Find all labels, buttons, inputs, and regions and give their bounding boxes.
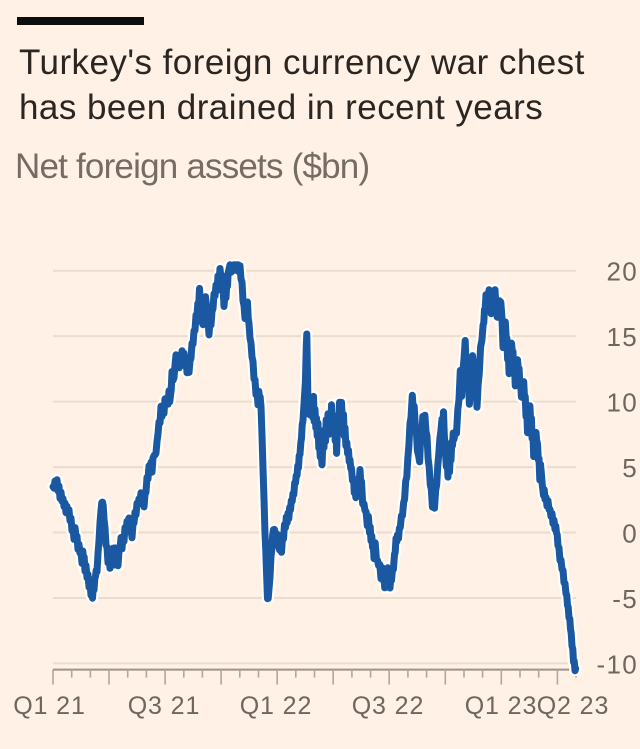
- svg-text:Q1 21: Q1 21: [13, 692, 86, 720]
- svg-text:Q1 22: Q1 22: [240, 692, 313, 720]
- svg-text:0: 0: [622, 519, 638, 549]
- svg-text:Q1 23: Q1 23: [465, 692, 538, 720]
- svg-text:Q3 21: Q3 21: [128, 692, 201, 720]
- svg-text:Q3 22: Q3 22: [352, 692, 425, 720]
- svg-text:5: 5: [622, 453, 638, 483]
- svg-text:15: 15: [606, 322, 638, 352]
- svg-text:-10: -10: [597, 649, 638, 679]
- svg-text:Q2 23: Q2 23: [537, 692, 610, 720]
- svg-text:10: 10: [606, 388, 638, 418]
- svg-text:20: 20: [606, 257, 638, 287]
- svg-text:-5: -5: [612, 584, 638, 614]
